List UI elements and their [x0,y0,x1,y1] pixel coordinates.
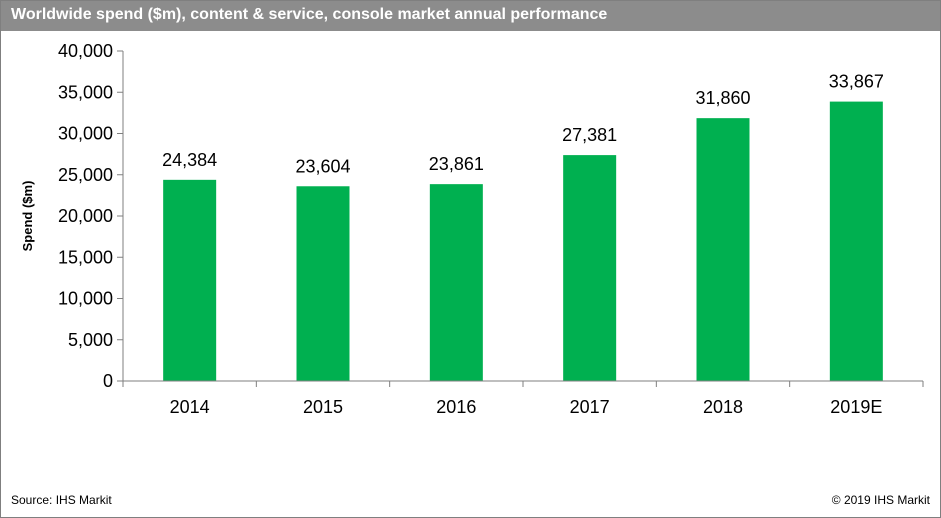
source-note: Source: IHS Markit [11,493,112,507]
x-tick-label: 2019E [830,397,882,417]
x-tick-label: 2015 [303,397,343,417]
title-bar: Worldwide spend ($m), content & service,… [1,1,940,31]
x-tick-label: 2018 [703,397,743,417]
y-axis-label: Spend ($m) [20,181,35,252]
y-tick-label: 40,000 [58,41,113,61]
y-tick-label: 15,000 [58,247,113,267]
bar [296,186,350,381]
bar-value-label: 33,867 [829,72,884,92]
x-tick-label: 2014 [170,397,210,417]
x-tick-label: 2016 [436,397,476,417]
x-tick-label: 2017 [570,397,610,417]
bar-value-label: 24,384 [162,150,217,170]
bar-value-label: 31,860 [695,88,750,108]
y-tick-label: 20,000 [58,206,113,226]
bar-value-label: 23,604 [295,156,350,176]
bar [563,155,617,381]
bar-value-label: 27,381 [562,125,617,145]
y-tick-label: 35,000 [58,82,113,102]
bars [163,101,883,381]
chart-title: Worldwide spend ($m), content & service,… [11,6,608,23]
y-tick-label: 10,000 [58,289,113,309]
x-axis: 2014 2015 2016 2017 2018 2019E [122,380,924,417]
bar [429,184,483,381]
y-tick-label: 30,000 [58,124,113,144]
bar [696,118,750,381]
y-tick-label: 0 [103,371,113,391]
y-tick-label: 25,000 [58,165,113,185]
bar-chart: 0 5,000 10,000 15,000 20,000 25,000 30,000 35,0… [20,41,924,417]
y-tick-label: 5,000 [68,330,113,350]
bar [829,101,883,381]
y-axis: 0 5,000 10,000 15,000 20,000 25,000 30,000 35,0… [58,41,124,391]
value-labels: 24,384 23,604 23,861 27,381 31,860 33,867 [162,72,884,177]
copyright-note: © 2019 IHS Markit [831,493,930,507]
bar [163,179,217,381]
bar-value-label: 23,861 [429,154,484,174]
